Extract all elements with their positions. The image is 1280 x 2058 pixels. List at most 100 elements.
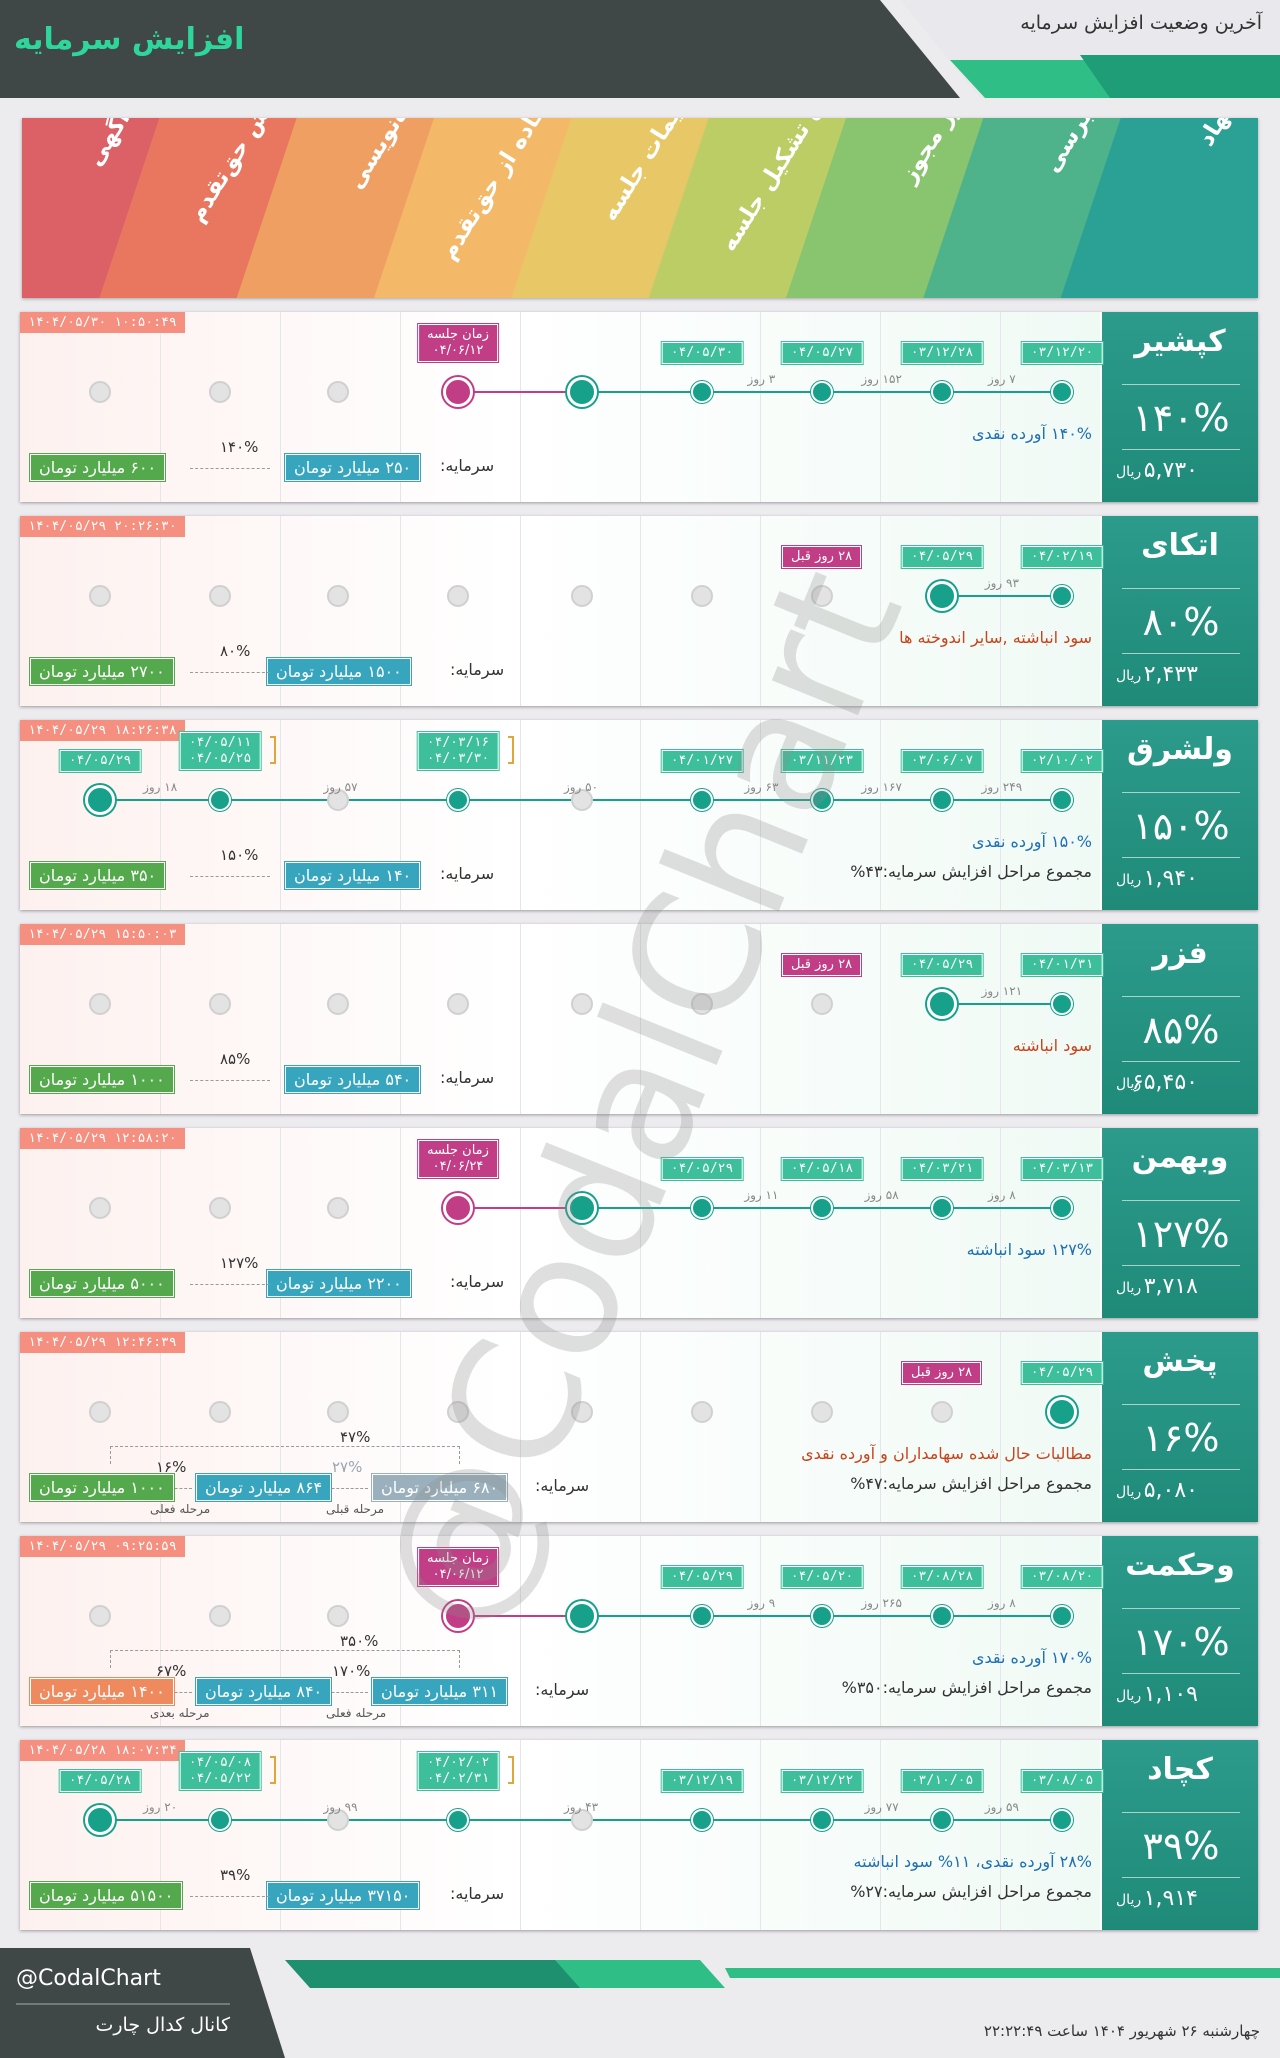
stage-dot-current[interactable] <box>1047 1397 1077 1427</box>
stage-dot-empty[interactable] <box>89 1605 111 1627</box>
stage-dot-current[interactable] <box>85 785 115 815</box>
stage-date: ۰۴/۰۵/۲۹ <box>901 954 983 976</box>
company-name[interactable]: فزر <box>1152 936 1208 971</box>
stage-dot-empty[interactable] <box>327 1605 349 1627</box>
company-name[interactable]: وبهمن <box>1131 1140 1229 1175</box>
stage-dot-done[interactable] <box>1051 789 1073 811</box>
stage-dot-done[interactable] <box>1051 585 1073 607</box>
stage-dot-done[interactable] <box>691 1197 713 1219</box>
stage-dot-empty[interactable] <box>89 381 111 403</box>
stage-dot-meeting[interactable] <box>443 1601 473 1631</box>
column-divider <box>1000 720 1001 910</box>
stage-dot-empty[interactable] <box>209 585 231 607</box>
stage-dot-empty[interactable] <box>209 1197 231 1219</box>
company-name[interactable]: کچاد <box>1147 1752 1213 1787</box>
stage-dot-done[interactable] <box>811 1809 833 1831</box>
stage-dot-empty[interactable] <box>327 789 349 811</box>
stage-dot-done[interactable] <box>811 1197 833 1219</box>
stage-dot-empty[interactable] <box>89 1197 111 1219</box>
stage-dot-empty[interactable] <box>571 993 593 1015</box>
stage-dot-done[interactable] <box>209 1809 231 1831</box>
company-name[interactable]: کپشیر <box>1134 324 1226 359</box>
stage-dot-done[interactable] <box>931 1605 953 1627</box>
company-panel[interactable]: کچاد ۳۹% ۱,۹۱۴ ریال <box>1102 1740 1258 1930</box>
stage-dot-done[interactable] <box>691 1809 713 1831</box>
stage-dot-done[interactable] <box>1051 993 1073 1015</box>
stage-dot-empty[interactable] <box>327 1197 349 1219</box>
card-background <box>20 516 1100 706</box>
company-panel[interactable]: اتکای ۸۰% ۲,۴۳۳ ریال <box>1102 516 1258 706</box>
stage-dot-empty[interactable] <box>327 585 349 607</box>
company-panel[interactable]: وحکمت ۱۷۰% ۱,۱۰۹ ریال <box>1102 1536 1258 1726</box>
stage-dot-meeting[interactable] <box>443 377 473 407</box>
stage-dot-empty[interactable] <box>811 993 833 1015</box>
stage-dot-empty[interactable] <box>571 789 593 811</box>
stage-dot-done[interactable] <box>1051 1809 1073 1831</box>
stage-dot-empty[interactable] <box>447 993 469 1015</box>
stage-dot-empty[interactable] <box>209 993 231 1015</box>
company-name[interactable]: وحکمت <box>1125 1548 1235 1583</box>
stage-dot-done[interactable] <box>691 789 713 811</box>
stage-dot-current[interactable] <box>927 581 957 611</box>
stage-dot-done[interactable] <box>209 789 231 811</box>
company-panel[interactable]: وبهمن ۱۲۷% ۳,۷۱۸ ریال <box>1102 1128 1258 1318</box>
stage-dot-done[interactable] <box>811 789 833 811</box>
stage-dot-done[interactable] <box>691 1605 713 1627</box>
description-line: ۱۲۷% سود انباشته <box>966 1240 1092 1259</box>
stage-dot-done[interactable] <box>811 1605 833 1627</box>
description-line: مجموع مراحل افزایش سرمایه:۳۵۰% <box>841 1678 1092 1697</box>
currency-label: ریال <box>1116 1076 1142 1092</box>
stage-dot-done[interactable] <box>1051 381 1073 403</box>
stage-dot-empty[interactable] <box>691 585 713 607</box>
stage-dot-done[interactable] <box>931 789 953 811</box>
stage-dot-empty[interactable] <box>89 585 111 607</box>
currency-label: ریال <box>1116 464 1142 480</box>
stage-dot-empty[interactable] <box>209 381 231 403</box>
company-name[interactable]: اتکای <box>1141 528 1219 563</box>
description-line: مجموع مراحل افزایش سرمایه:۲۷% <box>850 1882 1092 1901</box>
stage-dot-empty[interactable] <box>327 381 349 403</box>
share-price: ۱,۱۰۹ <box>1143 1682 1198 1707</box>
company-panel[interactable]: پخش ۱۶% ۵,۰۸۰ ریال <box>1102 1332 1258 1522</box>
stage-dot-empty[interactable] <box>327 993 349 1015</box>
days-gap-label: ۱۶۷ روز <box>861 780 902 794</box>
stage-dot-current[interactable] <box>927 989 957 1019</box>
stage-dot-done[interactable] <box>447 789 469 811</box>
stage-dot-empty[interactable] <box>571 585 593 607</box>
stage-date: ۰۴/۰۱/۲۷ <box>661 750 743 772</box>
stage-dot-empty[interactable] <box>811 585 833 607</box>
stage-dot-done[interactable] <box>811 381 833 403</box>
stage-dot-current[interactable] <box>567 1601 597 1631</box>
stage-dot-empty[interactable] <box>447 585 469 607</box>
header: افزایش سرمایه آخرین وضعیت افزایش سرمایه <box>0 0 1280 98</box>
stage-dot-done[interactable] <box>1051 1605 1073 1627</box>
capital-mid: ۸۴۰ میلیارد تومان <box>196 1678 332 1705</box>
stage-dot-done[interactable] <box>1051 1197 1073 1219</box>
stage-dot-empty[interactable] <box>327 1809 349 1831</box>
stage-dot-empty[interactable] <box>89 993 111 1015</box>
stage-dot-done[interactable] <box>931 381 953 403</box>
timestamp-tag: ۱۴۰۴/۰۵/۲۸ ۱۸:۰۷:۳۴ <box>20 1740 185 1761</box>
column-divider <box>280 516 281 706</box>
company-panel[interactable]: فزر ۸۵% ۶۵,۴۵۰ ریال <box>1102 924 1258 1114</box>
stage-dot-meeting[interactable] <box>443 1193 473 1223</box>
stage-dot-done[interactable] <box>931 1197 953 1219</box>
column-divider <box>640 720 641 910</box>
capital-arrow <box>190 1080 270 1081</box>
stage-dot-empty[interactable] <box>209 1605 231 1627</box>
company-name[interactable]: پخش <box>1142 1344 1218 1379</box>
company-name[interactable]: ولشرق <box>1127 732 1233 767</box>
stage-dot-done[interactable] <box>691 381 713 403</box>
company-panel[interactable]: ولشرق ۱۵۰% ۱,۹۴۰ ریال <box>1102 720 1258 910</box>
column-divider <box>160 924 161 1114</box>
company-panel[interactable]: کپشیر ۱۴۰% ۵,۷۳۰ ریال <box>1102 312 1258 502</box>
stage-dot-empty[interactable] <box>691 993 713 1015</box>
stage-dot-done[interactable] <box>931 1809 953 1831</box>
stage-dot-empty[interactable] <box>571 1809 593 1831</box>
share-price: ۱,۹۱۴ <box>1143 1886 1198 1911</box>
stage-label: پیشنهاد <box>1139 118 1258 288</box>
stage-dot-current[interactable] <box>85 1805 115 1835</box>
stage-dot-current[interactable] <box>567 377 597 407</box>
stage-dot-done[interactable] <box>447 1809 469 1831</box>
stage-dot-current[interactable] <box>567 1193 597 1223</box>
